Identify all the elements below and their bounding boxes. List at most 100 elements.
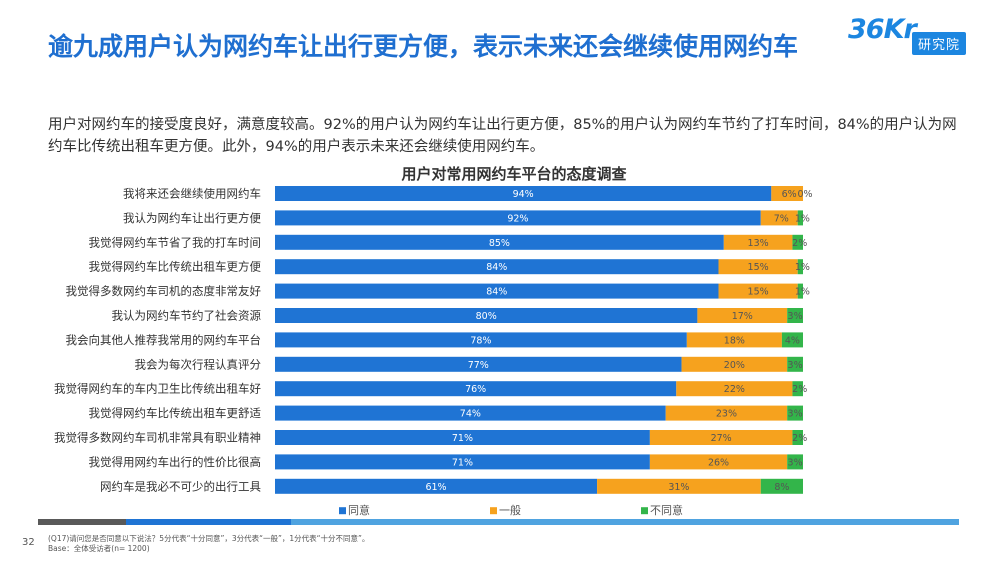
category-label: 我觉得多数网约车司机非常具有职业精神	[54, 431, 261, 445]
data-label: 7%	[774, 213, 789, 224]
data-label: 2%	[792, 384, 807, 395]
bar-segment	[275, 283, 719, 299]
data-label: 15%	[748, 262, 769, 273]
data-label: 13%	[748, 238, 769, 249]
legend-swatch	[641, 507, 648, 515]
bar-segment	[275, 381, 677, 397]
brand-logo: 36Kr 研究院	[848, 10, 984, 58]
bottom-bar-dark	[38, 519, 126, 525]
data-label: 22%	[724, 384, 745, 395]
bar-segment	[718, 259, 798, 275]
bar-segment	[275, 210, 761, 226]
data-label: 18%	[724, 335, 745, 346]
data-label: 92%	[507, 213, 528, 224]
bar-segment	[697, 308, 788, 323]
bar-segment	[275, 454, 650, 470]
data-label: 3%	[788, 457, 803, 468]
category-label: 网约车是我必不可少的出行工具	[100, 479, 261, 493]
footnote: (Q17)请问您是否同意以下说法？5分代表“十分同意”，3分代表“一般”，1分代…	[48, 534, 369, 554]
legend-swatch	[490, 507, 497, 515]
data-label: 1%	[795, 262, 810, 273]
data-label: 27%	[711, 433, 732, 444]
category-label: 我觉得多数网约车司机的态度非常友好	[66, 284, 262, 298]
bar-segment	[275, 405, 666, 421]
category-label: 我认为网约车让出行更方便	[123, 211, 261, 225]
stacked-bar-chart: 我将来还会继续使用网约车 94% 6% 0% 我认为网约车让出行更方便 92% 7% 1% 我觉…	[54, 186, 813, 517]
bar-segment	[792, 234, 803, 250]
bar-segment	[275, 234, 724, 250]
bar-segment	[787, 405, 803, 421]
legend-label: 不同意	[650, 503, 683, 517]
page-number: 32	[22, 537, 35, 548]
bottom-decor-bar	[38, 519, 959, 525]
bar-segment	[792, 381, 803, 397]
bar-segment	[760, 210, 798, 226]
data-label: 2%	[792, 238, 807, 249]
data-label: 84%	[486, 287, 507, 298]
data-label: 71%	[452, 433, 473, 444]
bar-segment	[723, 234, 793, 250]
category-label: 我会向其他人推荐我常用的网约车平台	[66, 333, 262, 347]
data-label: 15%	[748, 287, 769, 298]
data-label: 1%	[795, 213, 810, 224]
bar-segment	[665, 405, 788, 421]
bar-segment	[781, 332, 803, 348]
bar-segment	[787, 454, 803, 470]
data-label: 8%	[774, 482, 789, 493]
bar-segment	[797, 210, 803, 226]
data-label: 1%	[795, 287, 810, 298]
category-label: 我将来还会继续使用网约车	[123, 187, 261, 201]
data-label: 77%	[468, 360, 489, 371]
bar-segment	[792, 430, 803, 445]
bar-segment	[787, 308, 803, 323]
bar-segment	[275, 332, 687, 348]
category-label: 我认为网约车节约了社会资源	[112, 309, 262, 323]
bar-segment	[275, 308, 698, 323]
bar-segment	[760, 478, 803, 494]
page-title: 逾九成用户认为网约车让出行更方便，表示未来还会继续使用网约车	[48, 32, 799, 61]
data-label: 74%	[460, 409, 481, 420]
category-label: 我觉得网约车比传统出租车更舒适	[89, 406, 262, 420]
data-label: 71%	[452, 457, 473, 468]
data-label: 20%	[724, 360, 745, 371]
data-label: 61%	[425, 482, 446, 493]
data-label: 26%	[708, 457, 729, 468]
data-label: 80%	[476, 311, 497, 322]
summary-text: 用户对网约车的接受度良好，满意度较高。92%的用户认为网约车让出行更方便，85%…	[48, 117, 957, 155]
bar-segment	[676, 381, 793, 397]
bar-segment	[275, 356, 682, 372]
category-label: 我觉得网约车的车内卫生比传统出租车好	[54, 382, 261, 396]
data-label: 6%	[782, 189, 797, 200]
data-label: 23%	[716, 409, 737, 420]
data-label: 85%	[489, 238, 510, 249]
data-label: 84%	[486, 262, 507, 273]
bar-segment	[681, 356, 788, 372]
footnote-question: (Q17)请问您是否同意以下说法？5分代表“十分同意”，3分代表“一般”，1分代…	[48, 534, 370, 543]
bar-segment	[797, 259, 803, 275]
bar-segment	[797, 283, 803, 299]
chart-title: 用户对常用网约车平台的态度调查	[401, 165, 627, 183]
legend-label: 一般	[499, 504, 521, 517]
data-label: 31%	[668, 482, 689, 493]
logo-mark: 36Kr	[848, 14, 917, 45]
bottom-bar-light	[291, 519, 959, 525]
data-label: 3%	[788, 409, 803, 420]
bar-segment	[275, 478, 598, 494]
bottom-bar-blue	[126, 519, 291, 525]
data-label: 0%	[797, 189, 812, 200]
category-label: 我觉得网约车比传统出租车更方便	[89, 260, 262, 274]
data-label: 4%	[785, 335, 800, 346]
bar-segment	[275, 259, 719, 275]
bar-segment	[686, 332, 782, 348]
bar-segment	[771, 186, 803, 201]
data-label: 76%	[465, 384, 486, 395]
bar-segment	[649, 430, 793, 445]
bar-segment	[649, 454, 788, 470]
legend-swatch	[339, 507, 346, 515]
data-label: 17%	[732, 311, 753, 322]
data-label: 94%	[513, 189, 534, 200]
category-label: 我会为每次行程认真评分	[135, 357, 262, 371]
category-label: 我觉得用网约车出行的性价比很高	[89, 455, 262, 469]
footnote-base: Base：全体受访者(n= 1200)	[48, 544, 150, 553]
bar-segment	[718, 283, 798, 299]
